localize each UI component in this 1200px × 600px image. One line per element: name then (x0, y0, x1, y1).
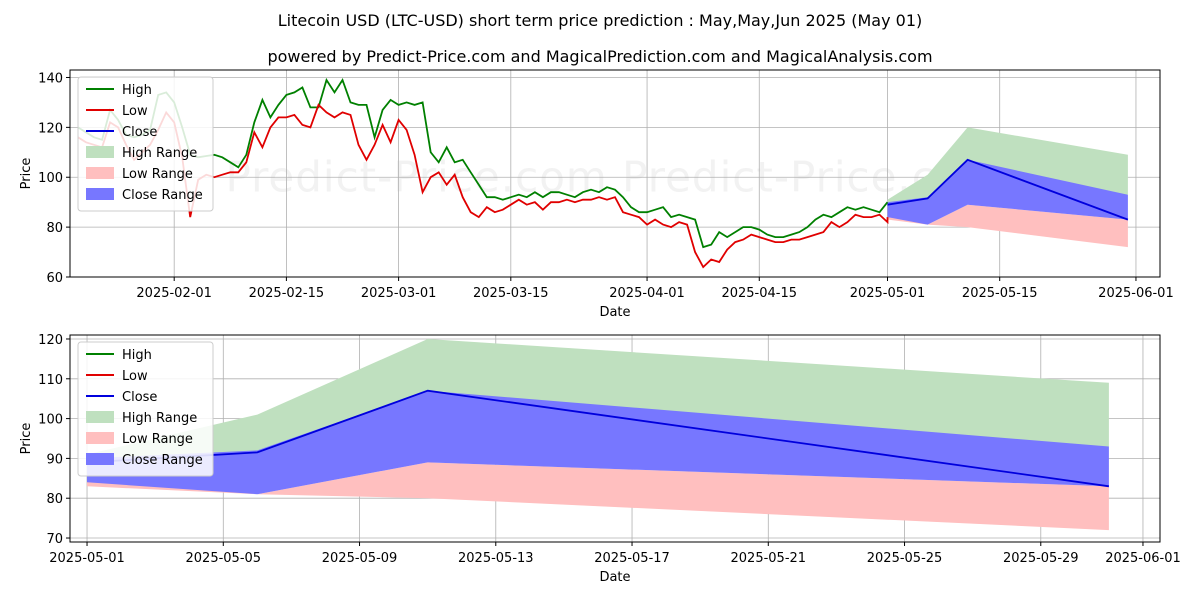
legend-swatch-patch (86, 146, 114, 158)
x-tick-label: 2025-05-01 (49, 551, 125, 566)
legend: High Low Close High Range Low Range Close Ran… (77, 341, 214, 477)
plot-area (86, 339, 1110, 531)
x-tick-label: 2025-05-17 (594, 551, 670, 566)
y-tick-label: 70 (46, 532, 63, 547)
legend-label: High Range (122, 146, 197, 161)
chart-subtitle: powered by Predict-Price.com and Magical… (267, 47, 932, 66)
x-tick-label: 2025-02-15 (249, 286, 325, 301)
x-tick-label: 2025-05-09 (322, 551, 398, 566)
y-tick-label: 110 (38, 373, 63, 388)
close-series-line (887, 158, 1129, 221)
close-range-band (887, 159, 1128, 225)
legend-swatch-patch (86, 188, 114, 200)
x-tick-label: 2025-06-01 (1098, 286, 1174, 301)
y-axis-label: Price (19, 158, 34, 190)
legend-label: Close Range (122, 453, 203, 468)
y-tick-label: 60 (46, 271, 63, 286)
x-tick-label: 2025-05-21 (731, 551, 807, 566)
plot-frame (69, 69, 1161, 278)
x-tick-label: 2025-02-01 (136, 286, 212, 301)
legend: High Low Close High Range Low Range Close Ran… (77, 76, 214, 212)
y-tick-label: 90 (46, 452, 63, 467)
y-tick-label: 120 (38, 121, 63, 136)
legend-swatch-patch (86, 432, 114, 444)
legend-swatch-patch (86, 411, 114, 423)
top-panel: Predict-Price.com Predict-Price.com2025-… (19, 69, 1174, 320)
x-tick-label: 2025-04-15 (721, 286, 797, 301)
x-axis-label: Date (599, 305, 630, 320)
x-tick-label: 2025-06-01 (1105, 551, 1181, 566)
x-tick-label: 2025-05-05 (186, 551, 262, 566)
close-range-band (87, 390, 1109, 495)
x-tick-label: 2025-04-01 (609, 286, 685, 301)
y-tick-label: 80 (46, 492, 63, 507)
legend-label: Low Range (122, 167, 193, 182)
low-range-band (87, 462, 1109, 531)
y-tick-label: 100 (38, 413, 63, 428)
x-tick-label: 2025-05-25 (867, 551, 943, 566)
y-tick-label: 140 (38, 71, 63, 86)
legend-swatch-patch (86, 167, 114, 179)
low-series-line (77, 103, 889, 269)
plot-area (77, 77, 1129, 269)
y-tick-label: 120 (38, 333, 63, 348)
legend-label: Low (122, 104, 148, 119)
y-tick-label: 100 (38, 171, 63, 186)
legend-label: Low (122, 369, 148, 384)
legend-label: High (122, 348, 152, 363)
legend-label: Close (122, 390, 157, 405)
chart-title: Litecoin USD (LTC-USD) short term price … (278, 11, 923, 30)
x-tick-label: 2025-03-15 (473, 286, 549, 301)
legend-swatch-patch (86, 453, 114, 465)
y-tick-label: 80 (46, 221, 63, 236)
x-tick-label: 2025-03-01 (361, 286, 437, 301)
legend-label: Close (122, 125, 157, 140)
x-tick-label: 2025-05-15 (962, 286, 1038, 301)
legend-label: Close Range (122, 188, 203, 203)
x-axis-label: Date (599, 570, 630, 585)
legend-label: High Range (122, 411, 197, 426)
x-tick-label: 2025-05-13 (458, 551, 534, 566)
x-tick-label: 2025-05-01 (850, 286, 926, 301)
x-tick-label: 2025-05-29 (1003, 551, 1079, 566)
bottom-panel: Predict-Price.com Predict-Price.com2025-… (19, 333, 1181, 585)
low-range-band (887, 204, 1128, 248)
legend-label: Low Range (122, 432, 193, 447)
y-axis-label: Price (19, 423, 34, 455)
legend-label: High (122, 83, 152, 98)
plot-frame (69, 334, 1161, 543)
